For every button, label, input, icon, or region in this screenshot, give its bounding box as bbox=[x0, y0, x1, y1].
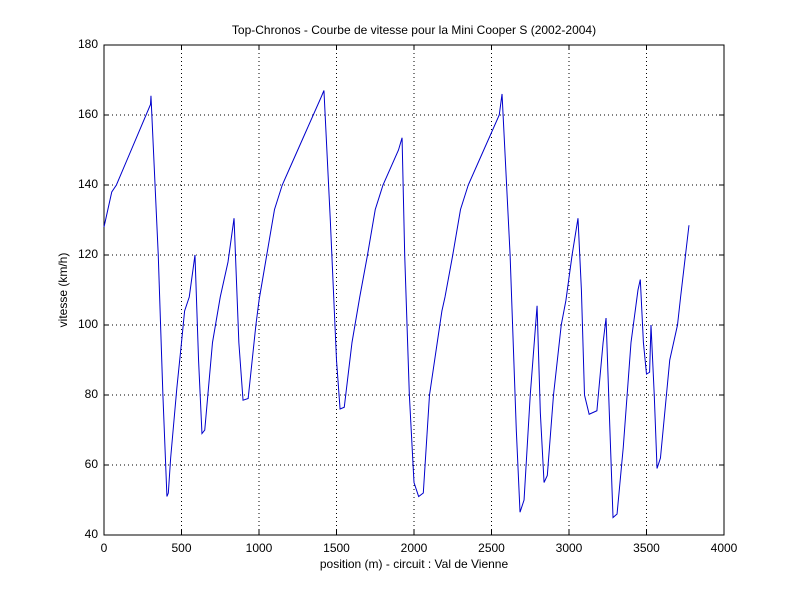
x-tick-label: 500 bbox=[171, 541, 191, 555]
y-axis-label: vitesse (km/h) bbox=[56, 253, 70, 328]
chart-title: Top-Chronos - Courbe de vitesse pour la … bbox=[232, 23, 596, 37]
y-tick-label: 80 bbox=[85, 387, 99, 401]
speed-line bbox=[103, 90, 690, 519]
x-tick-label: 4000 bbox=[711, 541, 738, 555]
x-axis-label: position (m) - circuit : Val de Vienne bbox=[320, 557, 509, 571]
x-tick-label: 1000 bbox=[246, 541, 273, 555]
y-tick-label: 40 bbox=[85, 527, 99, 541]
y-tick-label: 160 bbox=[78, 107, 98, 121]
x-tick-label: 2000 bbox=[401, 541, 428, 555]
x-tick-label: 3000 bbox=[556, 541, 583, 555]
x-tick-label: 2500 bbox=[478, 541, 505, 555]
y-tick-label: 180 bbox=[78, 37, 98, 51]
y-tick-label: 60 bbox=[85, 457, 99, 471]
x-tick-label: 3500 bbox=[633, 541, 660, 555]
y-tick-label: 120 bbox=[78, 247, 98, 261]
y-tick-label: 100 bbox=[78, 317, 98, 331]
x-tick-label: 1500 bbox=[323, 541, 350, 555]
x-tick-label: 0 bbox=[101, 541, 108, 555]
y-tick-label: 140 bbox=[78, 177, 98, 191]
